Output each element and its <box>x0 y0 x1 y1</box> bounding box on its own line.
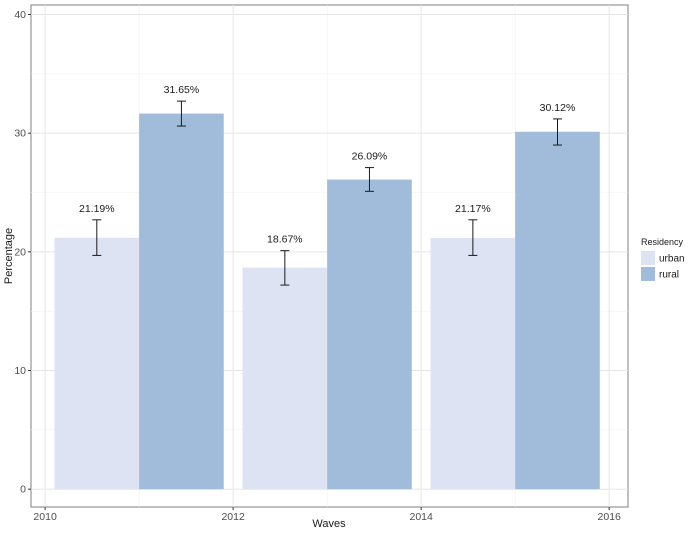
data-label: 31.65% <box>164 84 200 96</box>
bar-urban <box>242 267 328 490</box>
data-label: 21.19% <box>79 203 115 215</box>
y-tick-label: 40 <box>14 9 26 21</box>
bar-urban <box>430 237 516 490</box>
bar-rural <box>139 113 224 490</box>
legend-title: Residency <box>641 237 684 247</box>
legend-swatch-urban <box>641 251 655 265</box>
bar-urban <box>54 237 140 490</box>
y-tick-label: 30 <box>14 128 26 140</box>
legend: Residency urban rural <box>641 237 685 281</box>
data-label: 18.67% <box>267 234 303 246</box>
bars <box>54 113 600 490</box>
data-label: 30.12% <box>540 102 576 114</box>
data-labels: 21.19% 18.67% 21.17% 31.65% 26.09% 30.12% <box>79 84 575 246</box>
y-axis-title: Percentage <box>3 228 15 284</box>
x-tick-label: 2010 <box>33 511 57 523</box>
x-tick-label: 2014 <box>409 511 433 523</box>
legend-label-urban: urban <box>659 254 685 265</box>
y-tick-label: 0 <box>20 484 26 496</box>
legend-label-rural: rural <box>659 270 679 281</box>
y-tick-label: 20 <box>14 246 26 258</box>
bar-rural <box>327 179 412 490</box>
x-axis-title: Waves <box>312 518 346 530</box>
bar-rural <box>515 131 600 490</box>
error-bars <box>92 100 562 286</box>
y-tick-label: 10 <box>14 365 26 377</box>
legend-swatch-rural <box>641 267 655 281</box>
data-label: 21.17% <box>455 203 491 215</box>
data-label: 26.09% <box>352 151 388 163</box>
y-axis: 0 10 20 30 40 <box>14 9 31 496</box>
x-tick-label: 2012 <box>221 511 245 523</box>
x-tick-label: 2016 <box>598 511 622 523</box>
x-axis: 2010 2012 2014 2016 <box>33 507 621 523</box>
